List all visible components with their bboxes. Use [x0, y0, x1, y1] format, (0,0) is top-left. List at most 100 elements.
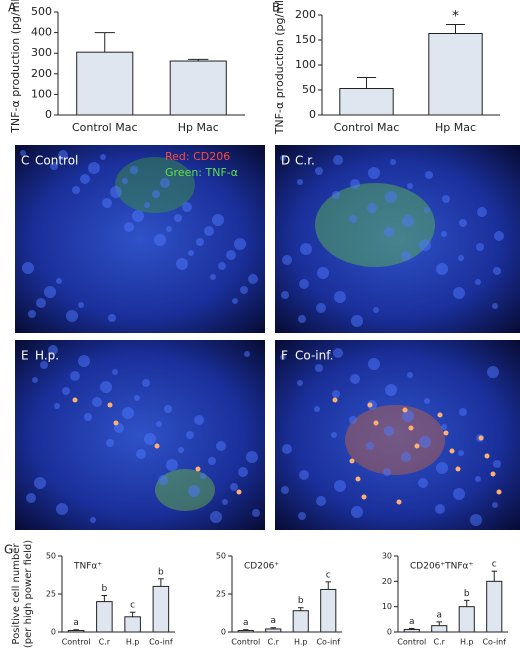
x-tick-label: Control — [62, 638, 91, 647]
cell-dot — [107, 402, 113, 408]
nucleus — [210, 511, 222, 523]
cell-dot — [195, 466, 201, 472]
nucleus — [114, 423, 124, 433]
nucleus — [459, 408, 467, 416]
nucleus — [78, 302, 84, 308]
nucleus — [458, 255, 464, 261]
nucleus — [160, 178, 170, 188]
nucleus — [407, 183, 413, 189]
y-tick-label: 100 — [295, 58, 316, 71]
nucleus — [226, 250, 236, 260]
panel-label: F — [281, 349, 288, 363]
cell-dot — [72, 397, 78, 403]
nucleus — [102, 198, 112, 208]
nucleus — [475, 279, 481, 285]
nucleus — [298, 315, 306, 323]
nucleus — [62, 387, 70, 395]
x-tick-label: C.r — [99, 638, 111, 647]
significance-letter: b — [158, 567, 164, 577]
y-axis-label: Positive cell number — [11, 543, 22, 645]
panel-title: C.r. — [295, 154, 315, 168]
bar — [458, 606, 475, 633]
y-tick-label: 30 — [382, 552, 392, 561]
nucleus — [248, 274, 258, 284]
nucleus — [390, 159, 396, 165]
x-tick-label: Control — [231, 638, 260, 647]
nucleus — [280, 354, 286, 360]
nucleus — [441, 231, 447, 237]
nucleus — [142, 379, 150, 387]
y-tick-label: 150 — [295, 33, 316, 46]
nucleus — [493, 460, 501, 468]
nucleus — [368, 167, 380, 179]
nucleus — [316, 303, 326, 313]
nucleus — [90, 517, 96, 523]
significance-letter: b — [102, 584, 108, 594]
nucleus — [441, 424, 447, 430]
nucleus — [144, 433, 156, 445]
panel-label: C — [21, 154, 29, 168]
nucleus — [246, 451, 258, 463]
micrograph — [15, 340, 265, 530]
nucleus — [28, 310, 36, 318]
nucleus — [332, 191, 340, 199]
nucleus — [282, 444, 292, 454]
nucleus — [238, 467, 248, 477]
nucleus — [48, 345, 58, 355]
nucleus — [331, 432, 337, 438]
nucleus — [402, 410, 414, 422]
cell-dot — [373, 420, 379, 426]
nucleus — [385, 191, 397, 203]
significance-letter: c — [326, 570, 331, 580]
bar — [339, 88, 394, 116]
nucleus — [80, 174, 90, 184]
nucleus — [350, 374, 360, 384]
cell-dot — [408, 425, 414, 431]
nucleus — [493, 267, 501, 275]
nucleus — [349, 215, 357, 223]
nucleus — [366, 442, 374, 450]
cell-dot — [455, 466, 461, 472]
nucleus — [66, 310, 78, 322]
nucleus — [476, 243, 484, 251]
y-tick-label: 100 — [31, 87, 52, 100]
cell-dot — [437, 412, 443, 418]
y-tick-label: 10 — [382, 602, 392, 611]
x-tick-label: Co-inf — [149, 638, 173, 647]
nucleus — [144, 202, 150, 208]
panel-title: Co-inf. — [295, 349, 333, 363]
nucleus — [174, 214, 182, 222]
nucleus — [58, 150, 68, 160]
legend-red: Red: CD206 — [165, 150, 230, 163]
chart-title: CD206⁺ — [244, 562, 279, 572]
nucleus — [204, 226, 214, 236]
nucleus — [316, 496, 326, 506]
panel-label: E — [21, 349, 29, 363]
y-axis-label: (per high power field) — [23, 540, 34, 648]
nucleus — [178, 447, 184, 453]
cell-dot — [414, 443, 420, 449]
nucleus — [36, 298, 46, 308]
nucleus — [281, 486, 289, 494]
cell-dot — [349, 458, 355, 464]
nucleus — [475, 476, 481, 482]
nucleus — [477, 207, 487, 217]
nucleus — [297, 179, 303, 185]
nucleus — [26, 493, 36, 503]
nucleus — [166, 459, 178, 471]
bar — [152, 585, 170, 633]
y-tick-label: 0 — [221, 628, 226, 637]
nucleus — [407, 372, 413, 378]
x-tick-label: Hp Mac — [178, 121, 219, 134]
nucleus — [317, 267, 329, 279]
nucleus — [40, 361, 48, 369]
significance-letter: b — [464, 589, 470, 599]
x-tick-label: Co-inf — [482, 638, 506, 647]
panel-letter: A — [8, 1, 17, 15]
nucleus — [56, 503, 68, 515]
nucleus — [54, 403, 60, 409]
nucleus — [166, 226, 172, 232]
y-tick-label: 50 — [302, 83, 316, 96]
nucleus — [110, 186, 122, 198]
nucleus — [435, 504, 445, 514]
